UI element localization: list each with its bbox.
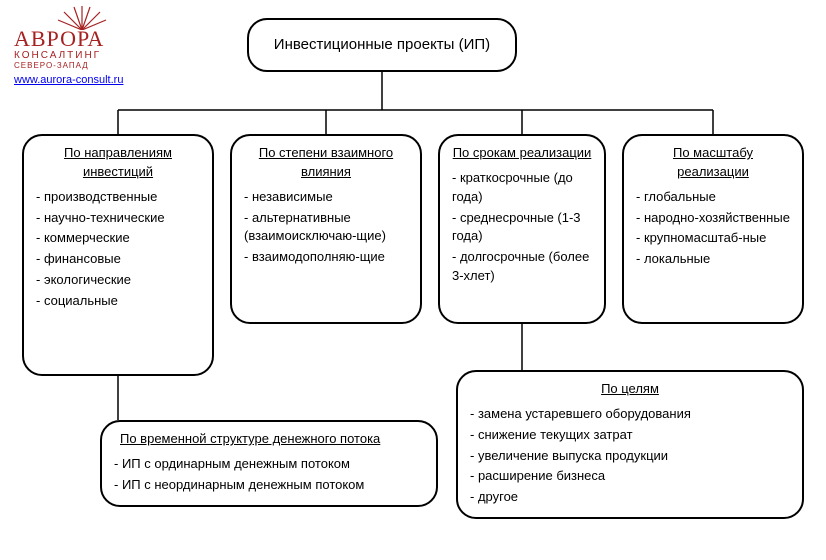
list-item: - снижение текущих затрат bbox=[470, 426, 790, 445]
list-item: - другое bbox=[470, 488, 790, 507]
node-scale-title: По масштабу реализации bbox=[636, 144, 790, 182]
list-item: - крупномасштаб-ные bbox=[636, 229, 790, 248]
list-item: - глобальные bbox=[636, 188, 790, 207]
logo-subtitle-2: СЕВЕРО-ЗАПАД bbox=[14, 61, 144, 70]
node-timeflow-title: По временной структуре денежного потока bbox=[120, 430, 424, 449]
node-mutual: По степени взаимного влияния - независим… bbox=[230, 134, 422, 324]
list-item: - альтернативные (взаимоисключаю-щие) bbox=[244, 209, 408, 247]
logo-subtitle-1: КОНСАЛТИНГ bbox=[14, 50, 144, 61]
node-goals-title: По целям bbox=[470, 380, 790, 399]
list-item: - производственные bbox=[36, 188, 200, 207]
node-terms: По срокам реализации - краткосрочные (до… bbox=[438, 134, 606, 324]
logo-block: АВРОРА КОНСАЛТИНГ СЕВЕРО-ЗАПАД www.auror… bbox=[14, 8, 144, 88]
list-item: - коммерческие bbox=[36, 229, 200, 248]
node-scale: По масштабу реализации - глобальные - на… bbox=[622, 134, 804, 324]
list-item: - научно-технические bbox=[36, 209, 200, 228]
node-directions-title: По направлениям инвестиций bbox=[36, 144, 200, 182]
list-item: - социальные bbox=[36, 292, 200, 311]
list-item: - локальные bbox=[636, 250, 790, 269]
list-item: - замена устаревшего оборудования bbox=[470, 405, 790, 424]
list-item: - народно-хозяйственные bbox=[636, 209, 790, 228]
list-item: - расширение бизнеса bbox=[470, 467, 790, 486]
node-terms-title: По срокам реализации bbox=[452, 144, 592, 163]
list-item: - экологические bbox=[36, 271, 200, 290]
list-item: - увеличение выпуска продукции bbox=[470, 447, 790, 466]
list-item: - ИП с ординарным денежным потоком bbox=[114, 455, 424, 474]
list-item: - независимые bbox=[244, 188, 408, 207]
list-item: - взаимодополняю-щие bbox=[244, 248, 408, 267]
root-label: Инвестиционные проекты (ИП) bbox=[274, 36, 490, 53]
list-item: - финансовые bbox=[36, 250, 200, 269]
node-timeflow: По временной структуре денежного потока … bbox=[100, 420, 438, 507]
list-item: - ИП с неординарным денежным потоком bbox=[114, 476, 424, 495]
root-node: Инвестиционные проекты (ИП) bbox=[247, 18, 517, 72]
node-mutual-title: По степени взаимного влияния bbox=[244, 144, 408, 182]
logo-link[interactable]: www.aurora-consult.ru bbox=[14, 74, 123, 86]
node-goals: По целям - замена устаревшего оборудован… bbox=[456, 370, 804, 519]
list-item: - среднесрочные (1-3 года) bbox=[452, 209, 592, 247]
list-item: - краткосрочные (до года) bbox=[452, 169, 592, 207]
logo-rays-icon bbox=[52, 6, 112, 30]
node-directions: По направлениям инвестиций - производств… bbox=[22, 134, 214, 376]
list-item: - долгосрочные (более 3-хлет) bbox=[452, 248, 592, 286]
